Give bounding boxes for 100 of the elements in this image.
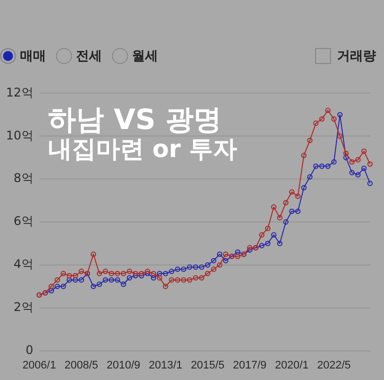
point (247, 247, 252, 253)
point (192, 275, 198, 281)
x-tick-label: 2022/5 (317, 359, 351, 372)
point (301, 184, 307, 190)
point (222, 258, 228, 264)
point (289, 189, 295, 195)
point (283, 219, 289, 225)
text: 월세 (132, 48, 158, 65)
point (90, 252, 96, 257)
point (150, 270, 156, 276)
point (66, 272, 72, 278)
point (216, 262, 222, 268)
y-tick-label: 6억 (14, 214, 34, 228)
point (277, 215, 282, 220)
point (301, 152, 307, 158)
point (72, 277, 78, 283)
point (120, 282, 126, 287)
point (186, 264, 192, 270)
point (108, 270, 114, 276)
point (259, 242, 264, 248)
point (102, 268, 108, 274)
point (156, 270, 162, 276)
point (277, 240, 282, 246)
point (222, 252, 228, 257)
point (120, 270, 126, 276)
y-tick-label: 10억 (6, 128, 34, 142)
x-tick-label: 2006/1 (22, 359, 56, 372)
point (60, 284, 66, 290)
point (216, 252, 222, 257)
point (343, 150, 349, 156)
point (174, 277, 180, 283)
point (162, 284, 168, 290)
point (307, 138, 313, 144)
point (355, 172, 361, 178)
point (361, 148, 367, 154)
point (247, 245, 252, 250)
y-tick-label: 8억 (14, 171, 34, 186)
point (48, 288, 54, 294)
point (325, 163, 331, 169)
point (289, 208, 295, 214)
point (96, 282, 102, 287)
x-tick-label: 2010/9 (106, 359, 140, 372)
x-tick-label: 2015/5 (190, 359, 224, 372)
point (204, 270, 210, 276)
point (355, 157, 361, 162)
y-tick-label: 12억 (6, 85, 34, 100)
point (235, 254, 240, 260)
point (72, 272, 78, 278)
text: 내집마련 or 투자 (48, 135, 238, 164)
text: 거래량 (337, 48, 376, 65)
point (96, 270, 102, 276)
point (295, 208, 301, 214)
point (168, 277, 174, 283)
y-tick-label: 2억 (14, 300, 34, 314)
point (210, 266, 216, 272)
y-tick-label: 4억 (14, 257, 34, 272)
point (54, 277, 60, 283)
point (331, 159, 337, 165)
x-tick-label: 2008/5 (64, 359, 98, 372)
point (337, 112, 343, 118)
point (66, 277, 72, 283)
point (180, 277, 186, 283)
point (337, 133, 343, 139)
point (156, 275, 162, 281)
point (367, 161, 373, 167)
point (126, 268, 132, 274)
point (367, 180, 373, 186)
point (78, 277, 84, 283)
point (54, 284, 60, 290)
point (343, 154, 349, 160)
point (331, 116, 337, 122)
point (313, 120, 319, 126)
point (319, 163, 325, 169)
point (259, 232, 264, 238)
point (198, 275, 204, 281)
point (313, 163, 319, 169)
point (90, 284, 96, 290)
point (319, 116, 325, 122)
point (210, 258, 216, 264)
x-tick-label: 2017/9 (232, 359, 267, 372)
y-tick-label: 0 (26, 342, 34, 357)
point (186, 277, 192, 283)
point (114, 277, 120, 283)
point (325, 108, 331, 114)
point (271, 232, 276, 238)
point (114, 270, 120, 276)
point (349, 170, 355, 176)
point (78, 268, 84, 274)
point (265, 240, 270, 246)
point (265, 226, 270, 232)
point (271, 204, 276, 210)
point (168, 268, 174, 274)
chart-title: 하남 VS 광명 (48, 103, 222, 136)
point (150, 275, 156, 281)
point (198, 264, 204, 270)
point (102, 277, 108, 283)
point (126, 275, 132, 281)
text: 매매 (20, 48, 46, 65)
point (60, 270, 66, 276)
point (204, 262, 210, 268)
